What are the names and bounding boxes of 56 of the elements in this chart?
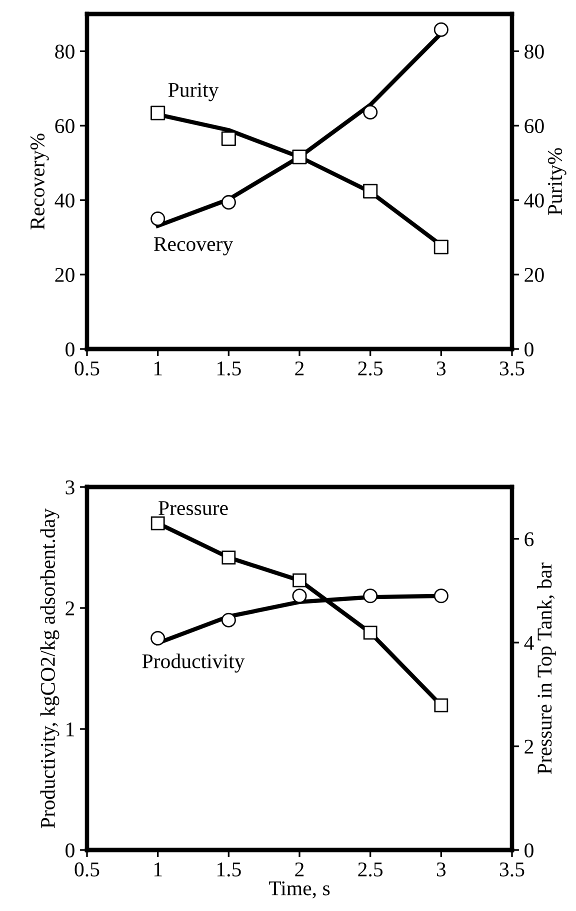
point	[222, 550, 236, 564]
point	[363, 184, 378, 198]
x-tick-label: 0.5	[74, 361, 100, 376]
x-tick-label: 2.5	[358, 862, 383, 877]
y-tick-label: 1	[66, 722, 74, 736]
point	[434, 240, 448, 254]
y-tick-label: 2	[66, 601, 74, 616]
x-tick-label: 2.5	[358, 361, 383, 376]
y2-tick-label: 2	[524, 740, 534, 754]
y2-tick-label: 80	[524, 44, 544, 59]
series-label: Productivity	[142, 654, 245, 673]
y2-tick-label: 20	[524, 268, 544, 282]
y2-tick-label: 0	[524, 843, 534, 858]
x-tick-label: 3.5	[500, 862, 524, 877]
point	[150, 630, 166, 646]
x-tick-label: 2	[295, 862, 304, 876]
point	[150, 516, 165, 530]
point	[292, 573, 306, 588]
point	[292, 150, 307, 164]
x-tick-label: 2	[295, 361, 304, 376]
x-tick-label: 1.5	[217, 862, 241, 877]
x-tick-label: 1	[154, 362, 162, 376]
x-tick-label: 1.5	[217, 362, 241, 376]
point	[434, 698, 448, 712]
y2-tick-label: 4	[524, 636, 534, 650]
series-label: Purity	[168, 82, 219, 102]
y2-tick-label: 6	[524, 532, 534, 546]
x-tick-label: 0.5	[74, 862, 100, 877]
y-tick-label: 3	[66, 480, 74, 494]
series-label: Recovery	[154, 237, 234, 256]
point	[434, 588, 448, 604]
point	[363, 626, 378, 640]
y2-axis-title: Purity%	[548, 148, 566, 216]
x-tick-label: 3	[436, 862, 446, 876]
point	[434, 22, 448, 37]
y-tick-label: 0	[66, 843, 74, 858]
y-tick-label: 80	[55, 44, 74, 59]
x-tick-label: 3.5	[500, 361, 524, 376]
y-tick-label: 40	[54, 193, 74, 208]
y2-axis-title: Pressure in Top Tank, bar	[537, 562, 556, 774]
y2-tick-label: 40	[524, 193, 544, 208]
point	[363, 588, 378, 604]
y2-tick-label: 60	[524, 119, 544, 134]
y-axis-title: Productivity, kgCO2/kg adsorbent.day	[40, 508, 60, 828]
x-tick-label: 1	[154, 862, 162, 876]
point	[221, 195, 236, 210]
x-tick-label: 3	[436, 361, 446, 376]
point	[221, 612, 236, 628]
y-tick-label: 60	[55, 119, 74, 134]
series-label: Pressure	[158, 501, 228, 516]
y-tick-label: 0	[66, 342, 74, 356]
point	[150, 106, 166, 120]
y-axis-title: Recovery%	[30, 134, 49, 230]
y-tick-label: 20	[55, 268, 74, 282]
x-axis-title: Time, s	[268, 881, 330, 898]
y2-tick-label: 0	[524, 342, 534, 356]
